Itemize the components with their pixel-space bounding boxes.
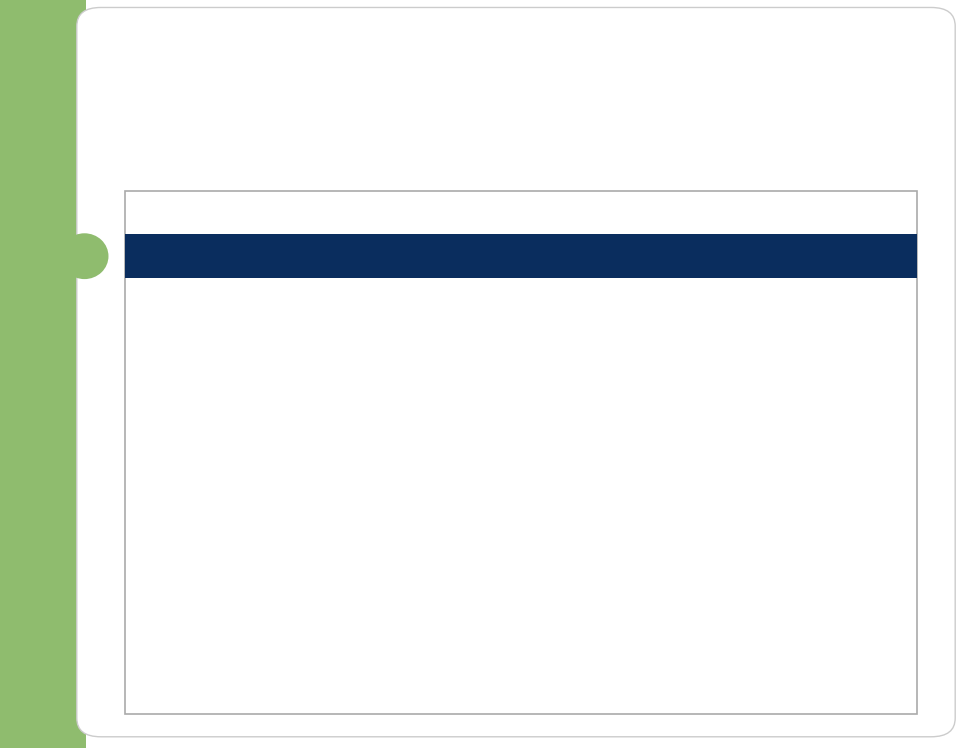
Text: 27: 27: [614, 595, 642, 616]
Text: 12: 12: [614, 639, 642, 659]
Text: Complex partial: Complex partial: [139, 551, 316, 571]
Text: 35: 35: [614, 289, 643, 310]
Text: Partial: Partial: [139, 465, 222, 485]
Text: 1: 1: [614, 334, 629, 354]
Text: Classification of Seizures: Classification of Seizures: [239, 60, 788, 97]
Text: <1: <1: [614, 377, 647, 397]
Text: Generalized: Generalized: [139, 246, 289, 266]
Text: Others: Others: [139, 420, 214, 441]
Text: PERCENTAGE: PERCENTAGE: [614, 203, 767, 223]
Text: 11: 11: [614, 551, 642, 571]
Text: Unclassified: Unclassified: [139, 682, 291, 702]
Text: Secondarily generalized: Secondarily generalized: [139, 595, 407, 616]
Text: 2–3: 2–3: [614, 420, 654, 441]
Text: 3: 3: [614, 508, 629, 528]
Text: Mixed partial: Mixed partial: [139, 639, 284, 659]
Text: in a General Adult Population: in a General Adult Population: [191, 97, 836, 135]
Text: Myoclonic: Myoclonic: [139, 377, 250, 397]
Text: Absence: Absence: [139, 334, 234, 354]
Text: SEIZURE TYPE: SEIZURE TYPE: [139, 203, 304, 223]
Text: 9: 9: [614, 682, 630, 702]
Text: Tonic-clonic: Tonic-clonic: [139, 289, 269, 310]
Text: Simple partial: Simple partial: [139, 508, 294, 528]
